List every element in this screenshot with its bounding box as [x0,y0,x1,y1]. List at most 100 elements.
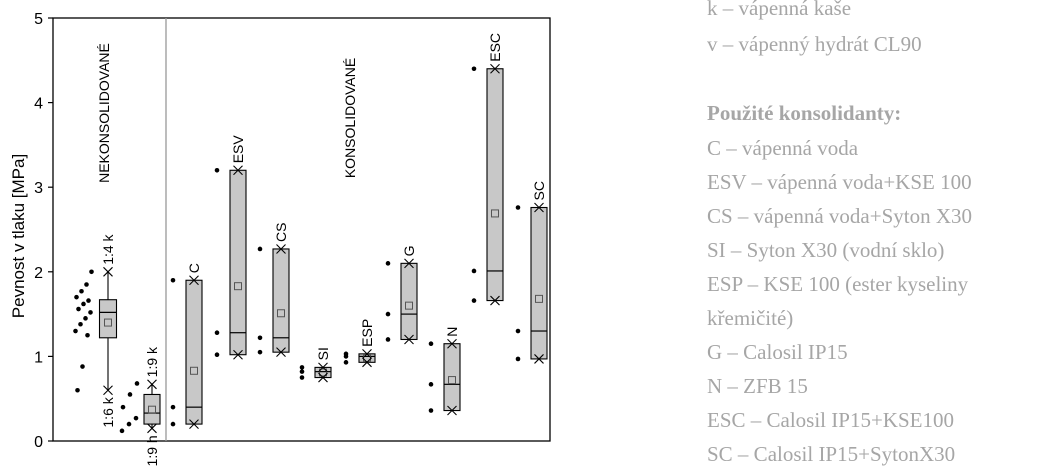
data-point [471,298,477,303]
max-marker [534,202,544,213]
box-group: SC [515,181,548,364]
data-point [126,421,132,427]
cross-stroke [362,357,372,368]
box-group: C [170,263,203,429]
cross-stroke [404,258,414,269]
data-point [428,341,434,347]
y-tick-label: 2 [34,265,43,282]
box [185,279,203,425]
legend-consolidants-heading: Použité konsolidanty: [707,101,902,125]
min-marker [318,372,328,383]
box-group: SI [299,347,332,383]
box-group: 1:9 k 1:9 h [119,346,161,466]
data-point [89,269,94,275]
min-marker [490,295,500,306]
data-point [471,268,477,274]
cross-stroke [490,63,500,74]
data-point [88,310,93,315]
box [530,206,548,360]
data-point [170,404,176,410]
min-marker [534,354,544,364]
min-marker [233,349,243,360]
data-point [343,360,349,365]
box-group: ESC [471,33,504,306]
plot-frame [52,17,551,442]
data-point [385,261,391,266]
data-point [214,167,220,173]
y-tick-label: 3 [34,180,43,197]
data-point [75,387,80,393]
data-point [299,365,305,370]
data-point [257,335,263,341]
data-point [428,408,434,413]
max-marker [490,63,500,74]
max-marker [362,348,372,359]
data-point [83,316,88,321]
cross-stroke [404,334,414,345]
mean-marker [319,368,327,377]
cross-stroke [233,165,243,176]
cross-stroke [318,362,328,373]
mean-marker [104,318,112,327]
series-low-label: 1:6 k [100,396,116,427]
mean-marker [448,376,456,385]
data-point [299,369,305,374]
mean-marker [535,294,543,303]
series-low-label: 1:9 h [144,435,160,466]
data-point [120,404,126,410]
box-plot-chart: 0 1 2 3 4 5 NEKONSOLIDOVANÉ KONSOLIDOVANÉ 1:4 … [9,11,551,466]
min-marker [362,357,372,368]
series-label: SI [315,347,331,360]
mean-marker [148,405,156,414]
cross-stroke [362,348,372,359]
group-labels: NEKONSOLIDOVANÉ KONSOLIDOVANÉ [96,43,358,183]
data-point [385,311,391,317]
legend-binder-k: k – vápenná kaše [707,0,852,20]
data-point [76,306,81,312]
box [272,248,290,353]
data-point [127,392,133,397]
box [486,68,504,302]
mean-marker [277,309,285,318]
legend-binder-v: v – vápenný hydrát CL90 [707,32,922,56]
y-axis-label: Pevnost v tlaku [MPa] [9,154,28,318]
cross-stroke [103,385,113,396]
cross-stroke [447,405,457,416]
max-marker [233,165,243,176]
box [143,393,161,425]
cross-stroke [189,419,199,429]
data-point [80,364,85,369]
box-group: G [385,245,418,345]
y-tick-label: 0 [34,434,43,451]
min-marker [447,405,457,416]
data-point [85,332,90,338]
cross-stroke [447,338,457,349]
box [229,169,247,356]
box-group: ESP [343,319,376,368]
data-point [299,375,305,380]
data-point [86,298,91,303]
box [443,343,461,412]
data-point [385,337,391,342]
cross-stroke [534,354,544,364]
series-label: ESP [359,319,375,347]
data-point [343,354,349,359]
series-label: ESV [230,135,246,164]
box-group: 1:4 k 1:6 k [73,233,118,428]
max-marker [189,275,199,286]
max-marker [276,244,286,254]
min-marker [103,385,113,396]
series-label: G [401,245,417,256]
min-marker [147,423,157,434]
max-marker [318,362,328,373]
legend-item-sc: SC – Calosil IP15+SytonX30 [707,442,956,466]
cross-stroke [233,349,243,360]
cross-stroke [189,275,199,286]
data-point [119,428,125,434]
mean-marker [234,282,242,291]
series-label: 1:9 k [144,346,160,377]
legend-item-cs: CS – vápenná voda+Syton X30 [707,204,972,228]
data-point [170,277,176,283]
legend-item-esv: ESV – vápenná voda+KSE 100 [707,170,972,194]
data-point [515,328,521,334]
